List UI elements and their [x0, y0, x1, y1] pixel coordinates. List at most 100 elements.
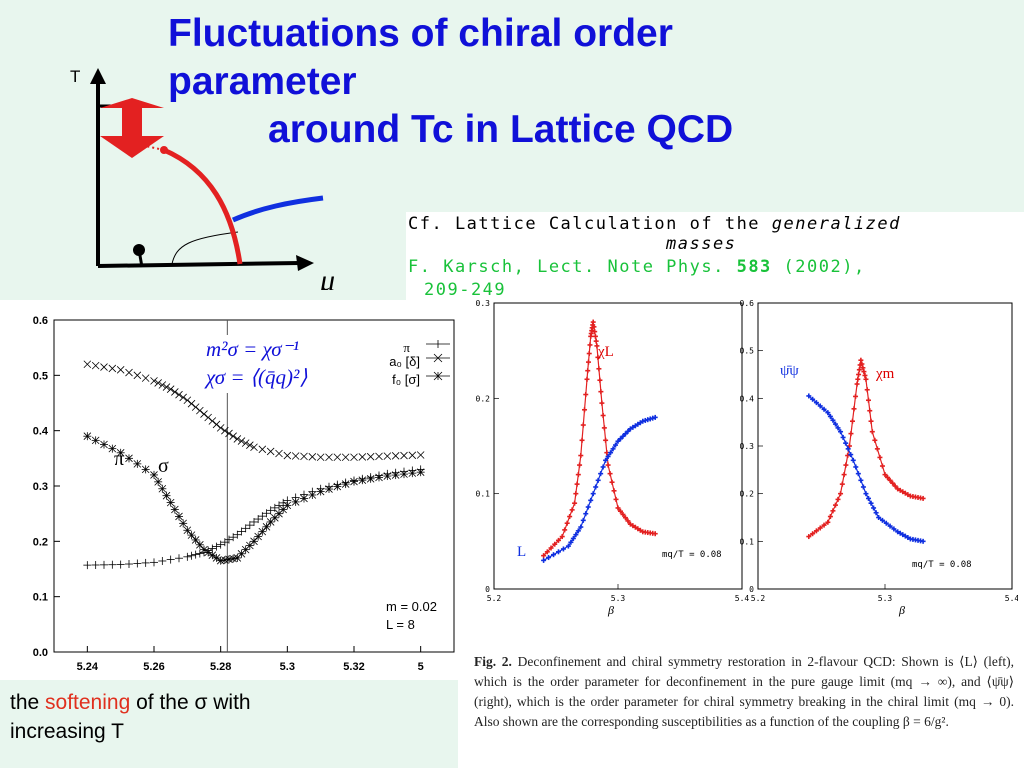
y-tick-label: 0	[749, 585, 754, 594]
marker-cross	[212, 420, 221, 429]
y-tick-label: 0.2	[476, 394, 491, 403]
marker-plus	[241, 524, 250, 533]
chi-m-label: χm	[875, 366, 895, 382]
marker-cross	[308, 453, 317, 461]
marker-cross	[366, 452, 375, 461]
marker-cross	[100, 363, 108, 371]
marker-star	[316, 487, 325, 496]
marker-star	[204, 548, 213, 557]
marker-plus	[195, 549, 204, 558]
marker-plus	[100, 560, 108, 569]
x-tick-label: 5.2	[751, 594, 766, 603]
marker-star	[300, 494, 308, 503]
x-tick-label: 5.3	[280, 661, 295, 673]
marker-star	[133, 459, 142, 468]
marker-star	[150, 470, 158, 479]
legend-pi: π	[403, 340, 410, 355]
marker-star	[141, 465, 150, 474]
marker-star	[254, 532, 263, 541]
marker-cross	[316, 453, 325, 462]
bottom-t1: the	[10, 691, 46, 714]
marker-plus	[116, 560, 125, 569]
ref-line4: 209-249	[424, 280, 507, 300]
marker-cross	[275, 449, 283, 458]
marker-cross	[241, 439, 250, 447]
marker-cross	[233, 435, 242, 443]
marker-star	[325, 485, 333, 494]
marker-star	[100, 440, 108, 449]
legend-marker-star	[426, 371, 450, 381]
marker-cross	[383, 452, 392, 460]
marker-plus	[225, 535, 233, 544]
y-tick-label: 0.6	[33, 315, 48, 327]
y-tick-label: 0.1	[476, 490, 491, 499]
marker-plus	[187, 551, 196, 560]
marker-star	[200, 545, 208, 554]
marker-star	[358, 476, 367, 485]
marker-star	[245, 541, 254, 550]
marker-cross	[125, 368, 133, 377]
marker-cross	[133, 371, 142, 380]
marker-cross	[229, 432, 237, 440]
mu-axis-arrow	[296, 255, 314, 271]
marker-star	[154, 477, 163, 486]
ref-line3c: (2002),	[771, 257, 866, 277]
marker-plus	[158, 556, 167, 565]
legend-marker-cross	[426, 353, 450, 363]
title-line2: parameter	[168, 60, 357, 103]
marker-cross	[196, 406, 204, 415]
marker-cross	[325, 453, 333, 462]
formula-chi: χσ = ⟨(q̄q)²⟩	[206, 365, 308, 389]
marker-plus	[266, 506, 275, 515]
sigma-label: σ	[158, 455, 169, 477]
y-tick-label: 0.1	[740, 537, 755, 546]
marker-cross	[221, 426, 229, 435]
formula-box: m²σ = χσ⁻¹ χσ = ⟨(q̄q)²⟩	[202, 335, 366, 393]
pi-label: π	[114, 448, 124, 470]
phase-boundary-blue	[231, 195, 324, 223]
marker-star	[391, 471, 400, 480]
chi-L-label: χL	[597, 344, 614, 360]
series-line-1	[808, 395, 924, 542]
marker-cross	[191, 403, 200, 411]
y-tick-label: 0.0	[33, 647, 48, 659]
marker-plus	[133, 559, 142, 568]
y-tick-label: 0.3	[740, 442, 755, 451]
x-tick-label: 5.4	[1005, 594, 1018, 603]
marker-cross	[204, 413, 212, 422]
fluctuation-arrow-up	[100, 98, 164, 108]
legend: π a₀ [δ] f₀ [σ]	[389, 340, 450, 387]
right-note: mq/T = 0.08	[912, 560, 972, 570]
left-panel: 0 0.1 0.2 0.3 5.2 5.3 5.4 χL L mq/T = 0.08 β	[476, 299, 750, 617]
left-note: mq/T = 0.08	[662, 550, 722, 560]
marker-plus	[150, 558, 158, 567]
marker-plus	[191, 550, 200, 559]
marker-cross	[175, 390, 183, 399]
marker-cross	[158, 381, 167, 389]
marker-cross	[200, 410, 208, 418]
mu-axis	[97, 261, 301, 268]
marker-star	[179, 519, 188, 528]
x-tick-label: 5.3	[611, 594, 626, 603]
marker-cross	[341, 453, 350, 462]
marker-star	[162, 491, 171, 500]
marker-cross	[162, 383, 171, 391]
title-line3: around Tc in Lattice QCD	[268, 108, 734, 151]
x-tick-label: 5.26	[143, 661, 164, 673]
marker-star	[350, 477, 358, 486]
phase-diagram: T μ	[70, 67, 335, 290]
y-tick-label: 0.3	[33, 481, 48, 493]
y-tick-label: 0	[485, 585, 490, 594]
ref-line1a: Cf. Lattice Calculation of the	[408, 214, 772, 234]
slide-title: Fluctuations of chiral order parameter a…	[168, 10, 733, 154]
fluctuation-arrow-down	[100, 136, 164, 158]
caption-label: Fig. 2.	[474, 654, 512, 669]
x-tick-label: 5	[418, 661, 424, 673]
marker-star	[262, 522, 271, 531]
marker-cross	[83, 360, 92, 369]
marker-cross	[108, 364, 117, 373]
figure-2	[458, 296, 1024, 768]
marker-star	[83, 432, 92, 441]
marker-star	[175, 512, 183, 521]
bottom-t4: increasing T	[10, 720, 125, 743]
